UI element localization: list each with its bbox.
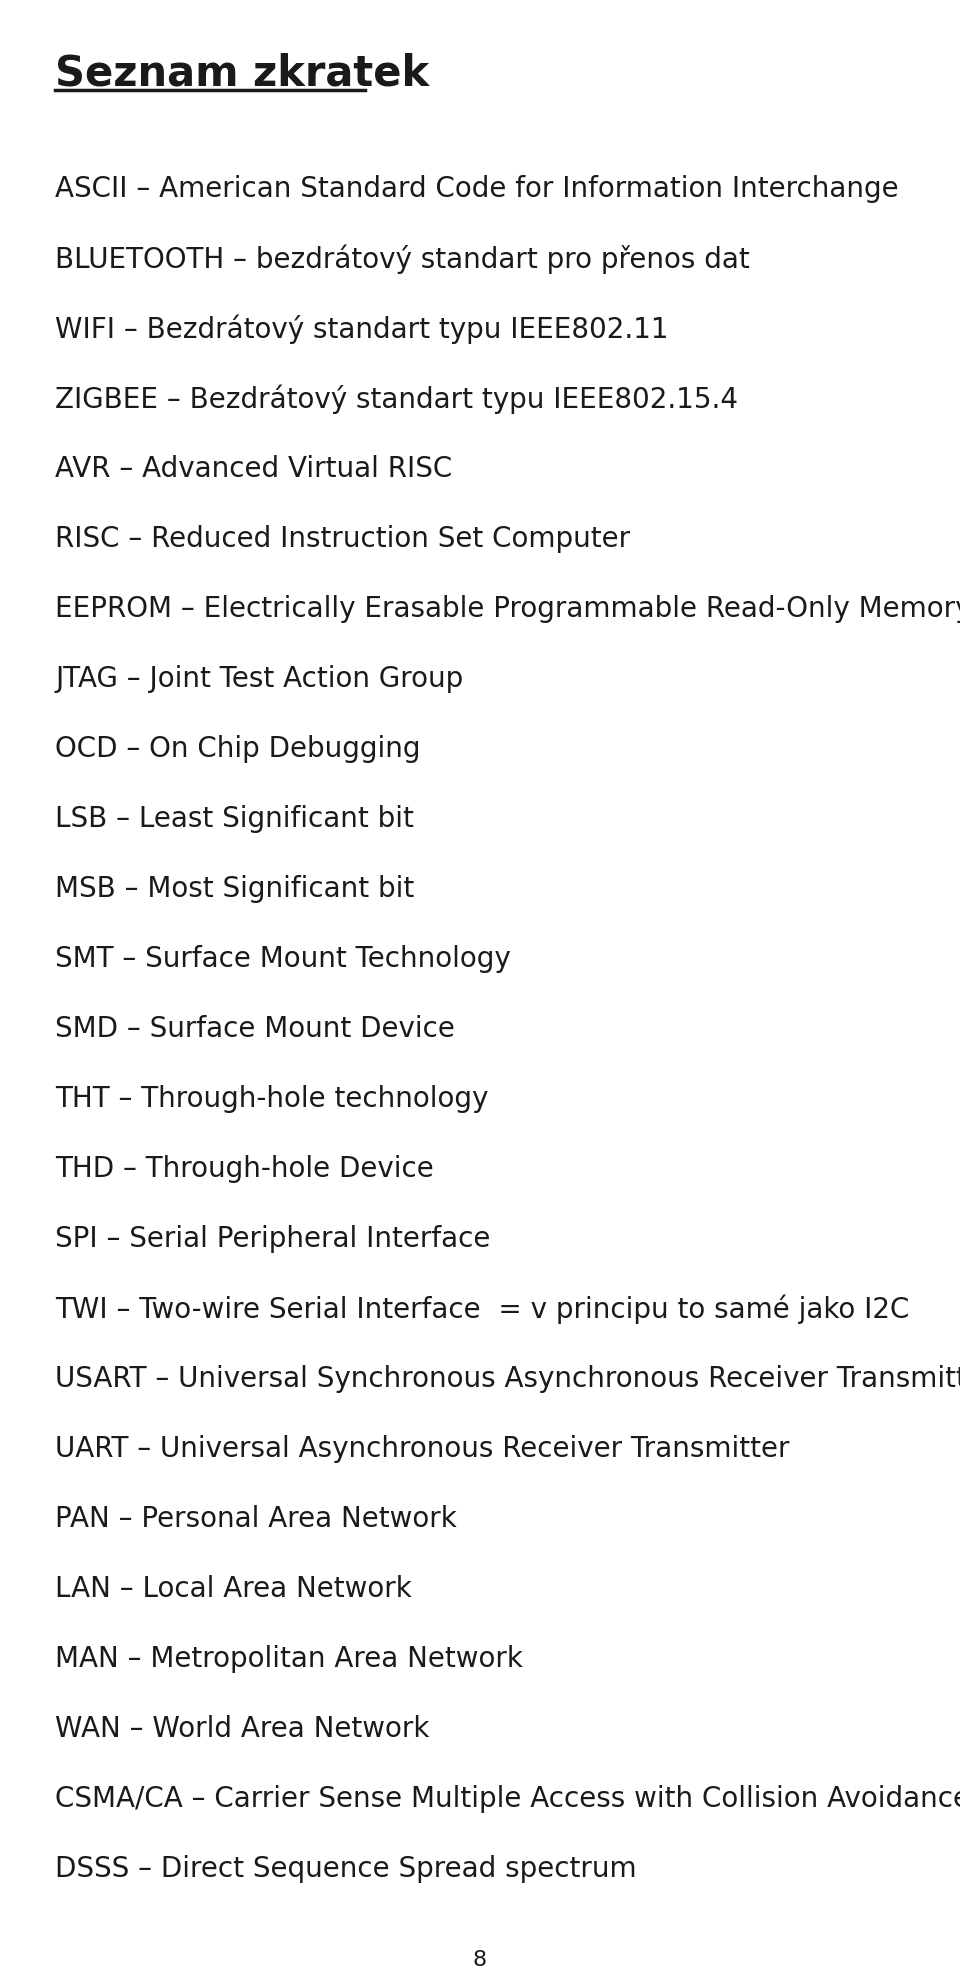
Text: USART – Universal Synchronous Asynchronous Receiver Transmitter: USART – Universal Synchronous Asynchrono… <box>55 1366 960 1393</box>
Text: LSB – Least Significant bit: LSB – Least Significant bit <box>55 805 414 833</box>
Text: CSMA/CA – Carrier Sense Multiple Access with Collision Avoidance: CSMA/CA – Carrier Sense Multiple Access … <box>55 1785 960 1813</box>
Text: SPI – Serial Peripheral Interface: SPI – Serial Peripheral Interface <box>55 1225 491 1253</box>
Text: THD – Through-hole Device: THD – Through-hole Device <box>55 1156 434 1183</box>
Text: OCD – On Chip Debugging: OCD – On Chip Debugging <box>55 734 420 764</box>
Text: AVR – Advanced Virtual RISC: AVR – Advanced Virtual RISC <box>55 455 452 483</box>
Text: EEPROM – Electrically Erasable Programmable Read-Only Memory: EEPROM – Electrically Erasable Programma… <box>55 596 960 623</box>
Text: MAN – Metropolitan Area Network: MAN – Metropolitan Area Network <box>55 1645 523 1672</box>
Text: LAN – Local Area Network: LAN – Local Area Network <box>55 1575 412 1603</box>
Text: WAN – World Area Network: WAN – World Area Network <box>55 1716 429 1743</box>
Text: TWI – Two-wire Serial Interface  = v principu to samé jako I2C: TWI – Two-wire Serial Interface = v prin… <box>55 1294 909 1324</box>
Text: ZIGBEE – Bezdrátový standart typu IEEE802.15.4: ZIGBEE – Bezdrátový standart typu IEEE80… <box>55 386 738 414</box>
Text: PAN – Personal Area Network: PAN – Personal Area Network <box>55 1504 457 1534</box>
Text: SMT – Surface Mount Technology: SMT – Surface Mount Technology <box>55 946 511 974</box>
Text: SMD – Surface Mount Device: SMD – Surface Mount Device <box>55 1015 455 1043</box>
Text: JTAG – Joint Test Action Group: JTAG – Joint Test Action Group <box>55 665 464 693</box>
Text: THT – Through-hole technology: THT – Through-hole technology <box>55 1084 489 1112</box>
Text: UART – Universal Asynchronous Receiver Transmitter: UART – Universal Asynchronous Receiver T… <box>55 1435 789 1462</box>
Text: WIFI – Bezdrátový standart typu IEEE802.11: WIFI – Bezdrátový standart typu IEEE802.… <box>55 315 668 344</box>
Text: ASCII – American Standard Code for Information Interchange: ASCII – American Standard Code for Infor… <box>55 174 899 204</box>
Text: RISC – Reduced Instruction Set Computer: RISC – Reduced Instruction Set Computer <box>55 524 630 552</box>
Text: BLUETOOTH – bezdrátový standart pro přenos dat: BLUETOOTH – bezdrátový standart pro přen… <box>55 245 750 275</box>
Text: MSB – Most Significant bit: MSB – Most Significant bit <box>55 875 415 902</box>
Text: 8: 8 <box>473 1949 487 1969</box>
Text: DSSS – Direct Sequence Spread spectrum: DSSS – Direct Sequence Spread spectrum <box>55 1854 636 1882</box>
Text: Seznam zkratek: Seznam zkratek <box>55 51 429 93</box>
